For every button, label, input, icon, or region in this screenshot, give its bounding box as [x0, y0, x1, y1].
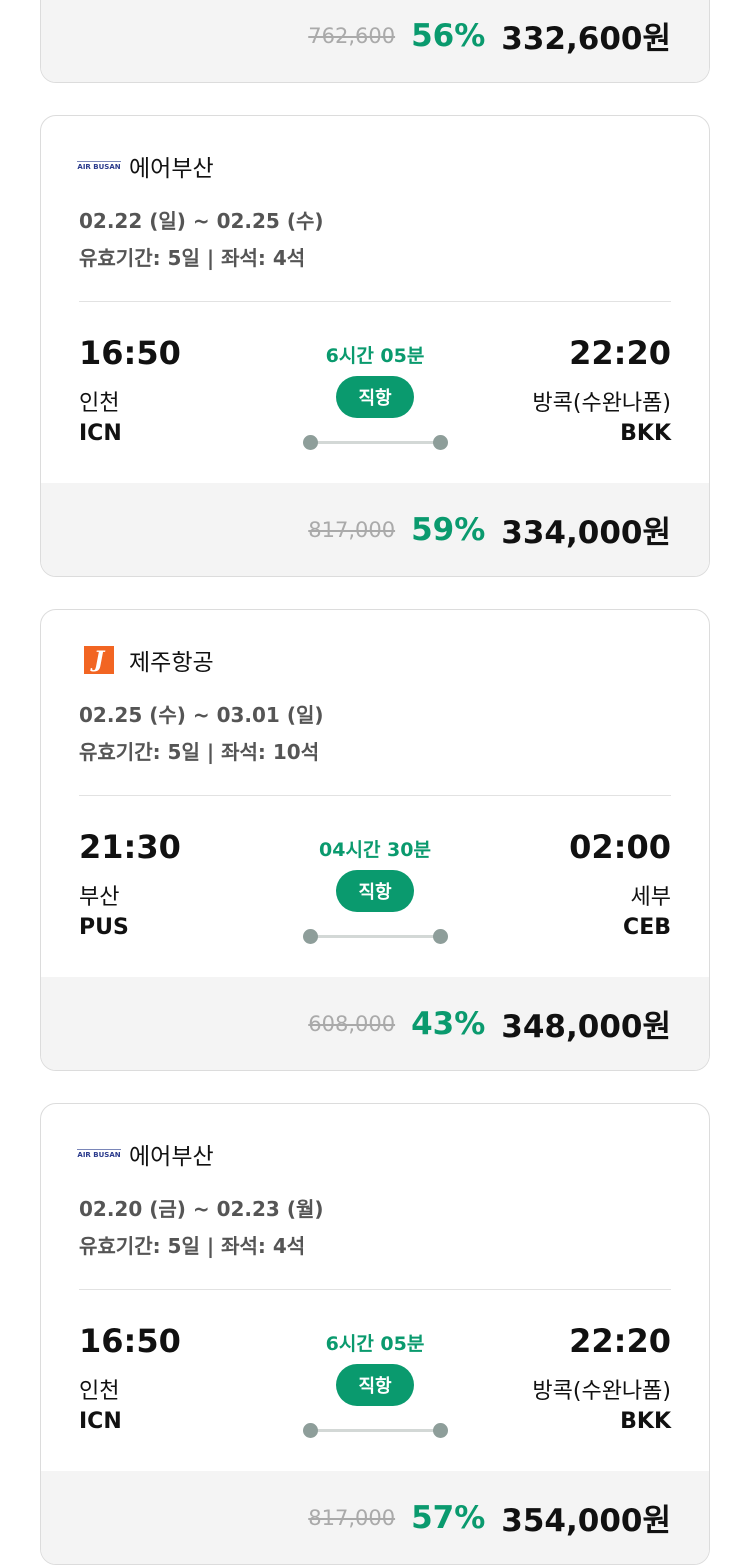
airline: AIR BUSAN 에어부산 — [77, 152, 214, 182]
air-busan-logo: AIR BUSAN — [77, 1149, 121, 1159]
departure-city: 부산 — [79, 885, 120, 910]
airline: AIR BUSAN 에어부산 — [77, 1140, 214, 1170]
flight-card[interactable]: J 제주항공 02.25 (수) ~ 03.01 (일) 유효기간: 5일 | 좌… — [40, 609, 710, 1071]
route-end-dot — [433, 1423, 448, 1438]
travel-dates: 02.20 (금) ~ 02.23 (월) — [79, 1197, 324, 1221]
air-busan-logo: AIR BUSAN — [77, 161, 121, 171]
price-row: 762,600 56% 332,600원 — [41, 0, 709, 82]
sale-price: 354,000원 — [501, 1503, 671, 1539]
arrival-time: 02:00 — [569, 828, 671, 866]
route-end-dot — [433, 435, 448, 450]
route-line — [311, 1429, 441, 1432]
departure-time: 16:50 — [79, 1322, 181, 1360]
arrival-code: CEB — [623, 915, 671, 940]
flight-card[interactable]: AIR BUSAN 에어부산 02.22 (일) ~ 02.25 (수) 유효기간… — [40, 115, 710, 577]
discount-rate: 43% — [411, 1005, 486, 1042]
arrival-time: 22:20 — [569, 334, 671, 372]
travel-dates: 02.22 (일) ~ 02.25 (수) — [79, 209, 324, 233]
divider — [79, 1289, 671, 1290]
departure-code: ICN — [79, 421, 122, 446]
discount-rate: 57% — [411, 1499, 486, 1536]
flight-card[interactable]: 762,600 56% 332,600원 — [40, 0, 710, 83]
route-start-dot — [303, 1423, 318, 1438]
arrival-city: 방콕(수완나폼) — [532, 1379, 671, 1404]
direct-badge: 직항 — [336, 870, 414, 912]
airline-name: 에어부산 — [129, 1144, 214, 1170]
sale-price: 348,000원 — [501, 1009, 671, 1045]
direct-badge: 직항 — [336, 376, 414, 418]
airline: J 제주항공 — [79, 646, 214, 676]
route-line — [311, 441, 441, 444]
divider — [79, 795, 671, 796]
arrival-city: 방콕(수완나폼) — [532, 391, 671, 416]
departure-city: 인천 — [79, 391, 120, 416]
flight-duration: 6시간 05분 — [325, 1333, 425, 1355]
price-row: 817,000 57% 354,000원 — [41, 1471, 709, 1564]
discount-rate: 59% — [411, 511, 486, 548]
validity-seats: 유효기간: 5일 | 좌석: 4석 — [79, 246, 306, 270]
airline-name: 에어부산 — [129, 156, 214, 182]
departure-code: ICN — [79, 1409, 122, 1434]
arrival-time: 22:20 — [569, 1322, 671, 1360]
price-row: 608,000 43% 348,000원 — [41, 977, 709, 1070]
airline-name: 제주항공 — [129, 650, 214, 676]
travel-dates: 02.25 (수) ~ 03.01 (일) — [79, 703, 324, 727]
sale-price: 332,600원 — [501, 21, 671, 57]
divider — [79, 301, 671, 302]
flight-duration: 04시간 30분 — [319, 839, 431, 861]
route-start-dot — [303, 929, 318, 944]
flight-card[interactable]: AIR BUSAN 에어부산 02.20 (금) ~ 02.23 (월) 유효기간… — [40, 1103, 710, 1565]
arrival-code: BKK — [620, 421, 671, 446]
route-end-dot — [433, 929, 448, 944]
route-start-dot — [303, 435, 318, 450]
validity-seats: 유효기간: 5일 | 좌석: 10석 — [79, 740, 320, 764]
original-price: 817,000 — [308, 1505, 396, 1530]
flight-duration: 6시간 05분 — [325, 345, 425, 367]
route-line — [311, 935, 441, 938]
departure-code: PUS — [79, 915, 129, 940]
price-row: 817,000 59% 334,000원 — [41, 483, 709, 576]
arrival-code: BKK — [620, 1409, 671, 1434]
discount-rate: 56% — [411, 17, 486, 54]
departure-time: 16:50 — [79, 334, 181, 372]
departure-time: 21:30 — [79, 828, 181, 866]
arrival-city: 세부 — [630, 885, 671, 910]
sale-price: 334,000원 — [501, 515, 671, 551]
jeju-air-logo: J — [79, 646, 119, 674]
original-price: 817,000 — [308, 517, 396, 542]
original-price: 608,000 — [308, 1011, 396, 1036]
validity-seats: 유효기간: 5일 | 좌석: 4석 — [79, 1234, 306, 1258]
original-price: 762,600 — [308, 23, 396, 48]
departure-city: 인천 — [79, 1379, 120, 1404]
direct-badge: 직항 — [336, 1364, 414, 1406]
